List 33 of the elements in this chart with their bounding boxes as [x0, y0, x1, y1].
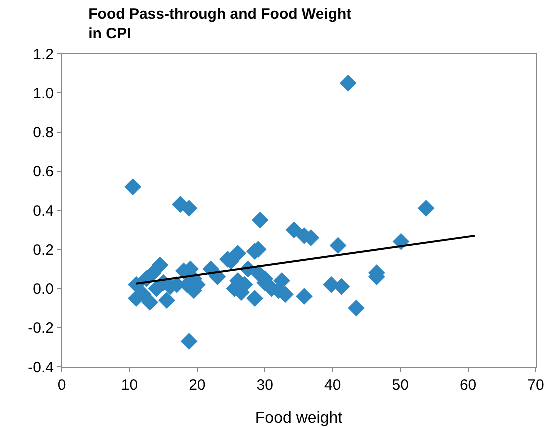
x-tick-label: 20 — [189, 377, 206, 394]
y-tick-label: 0.6 — [33, 164, 54, 181]
point — [152, 256, 169, 274]
y-tick-label: 0.2 — [33, 242, 54, 259]
point — [124, 178, 142, 196]
x-tick-label: 50 — [392, 377, 409, 394]
x-tick-label: 30 — [256, 377, 274, 394]
x-tick-label: 10 — [121, 377, 138, 394]
point — [246, 290, 264, 307]
x-tick-label: 60 — [460, 377, 477, 394]
x-tick-label: 40 — [324, 377, 342, 394]
x-tick-label: 70 — [528, 377, 544, 394]
point — [286, 222, 303, 239]
y-tick-label: 0.4 — [33, 202, 54, 220]
point — [296, 288, 313, 306]
point — [252, 212, 269, 229]
point — [330, 237, 347, 254]
chart-title: Food Pass-through and Food Weight in CPI — [88, 6, 352, 43]
point — [348, 300, 366, 317]
y-tick-label: 0.0 — [33, 281, 54, 298]
y-tick-label: -0.4 — [28, 359, 54, 376]
y-tick-label: 0.8 — [33, 124, 54, 142]
x-tick-label: 0 — [58, 377, 66, 394]
point — [142, 294, 158, 311]
y-tick-label: 1.0 — [33, 85, 54, 102]
point — [418, 200, 435, 217]
point — [340, 74, 357, 92]
x-axis-title: Food weight — [255, 410, 344, 427]
y-tick-label: 1.2 — [33, 46, 54, 64]
point — [158, 292, 176, 309]
point — [230, 245, 247, 262]
point — [180, 333, 198, 350]
y-tick-label: -0.2 — [28, 320, 54, 338]
